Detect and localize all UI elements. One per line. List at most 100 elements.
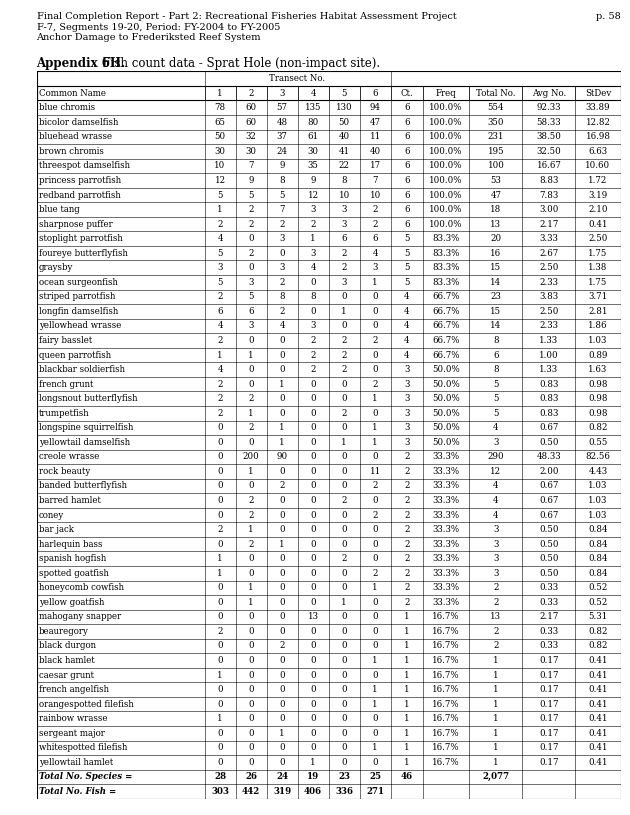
Text: 100.0%: 100.0% — [430, 219, 463, 229]
Text: 16.7%: 16.7% — [432, 641, 460, 650]
Text: honeycomb cowfish: honeycomb cowfish — [39, 584, 124, 593]
Text: 4: 4 — [404, 321, 410, 330]
Text: 40: 40 — [338, 132, 350, 141]
Text: 1: 1 — [217, 714, 223, 723]
Text: 6: 6 — [404, 219, 410, 229]
Text: 0: 0 — [341, 510, 347, 519]
Text: 1: 1 — [248, 350, 254, 359]
Text: 14: 14 — [490, 321, 501, 330]
Text: 2: 2 — [493, 598, 498, 607]
Text: 0.41: 0.41 — [588, 219, 608, 229]
Text: 1: 1 — [493, 714, 499, 723]
Text: 0: 0 — [341, 743, 347, 752]
Text: 2: 2 — [279, 482, 285, 491]
Text: queen parrotfish: queen parrotfish — [39, 350, 111, 359]
Text: 1: 1 — [404, 729, 410, 738]
Text: 0.33: 0.33 — [539, 598, 558, 607]
Text: 100.0%: 100.0% — [430, 191, 463, 200]
Text: 60: 60 — [246, 118, 256, 127]
Text: 11: 11 — [369, 467, 381, 476]
Text: 0.17: 0.17 — [539, 671, 559, 680]
Text: 16.7%: 16.7% — [432, 699, 460, 709]
Text: blue chromis: blue chromis — [39, 104, 95, 112]
Text: 2: 2 — [279, 307, 285, 316]
Text: french grunt: french grunt — [39, 380, 93, 389]
Text: 50.0%: 50.0% — [432, 394, 460, 403]
Text: 0.17: 0.17 — [539, 714, 559, 723]
Text: 24: 24 — [276, 773, 288, 782]
Text: 0: 0 — [310, 671, 316, 680]
Text: 6: 6 — [404, 191, 410, 200]
Text: 0: 0 — [248, 336, 254, 345]
Text: 10.60: 10.60 — [585, 161, 610, 170]
Text: 8: 8 — [493, 336, 499, 345]
Text: 0.50: 0.50 — [539, 554, 559, 563]
Text: 16.7%: 16.7% — [432, 656, 460, 665]
Text: 0.33: 0.33 — [539, 584, 558, 593]
Text: 1: 1 — [404, 758, 410, 767]
Text: 5: 5 — [404, 249, 410, 258]
Text: 82.56: 82.56 — [585, 452, 610, 461]
Text: 0.33: 0.33 — [539, 627, 558, 636]
Text: 4: 4 — [372, 249, 378, 258]
Text: 3: 3 — [404, 380, 410, 389]
Text: 0.50: 0.50 — [539, 569, 559, 578]
Text: 0: 0 — [310, 569, 316, 578]
Text: 25: 25 — [369, 773, 381, 782]
Text: 2: 2 — [248, 394, 254, 403]
Text: 94: 94 — [370, 104, 381, 112]
Text: 1: 1 — [493, 656, 499, 665]
Text: 0: 0 — [341, 685, 347, 694]
Text: 11: 11 — [369, 132, 381, 141]
Text: 2: 2 — [372, 205, 378, 214]
Text: 0: 0 — [372, 598, 378, 607]
Text: 2: 2 — [404, 452, 410, 461]
Text: 0: 0 — [310, 729, 316, 738]
Text: 5.31: 5.31 — [588, 612, 607, 621]
Text: 0: 0 — [372, 365, 378, 374]
Text: 0: 0 — [310, 438, 316, 447]
Text: 1: 1 — [217, 554, 223, 563]
Text: 16.67: 16.67 — [536, 161, 561, 170]
Text: 0: 0 — [279, 569, 285, 578]
Text: 66.7%: 66.7% — [432, 350, 460, 359]
Text: 3: 3 — [493, 554, 498, 563]
Text: 83.3%: 83.3% — [432, 234, 460, 243]
Text: 6: 6 — [404, 132, 410, 141]
Text: 10: 10 — [338, 191, 350, 200]
Text: 6: 6 — [217, 307, 223, 316]
Text: 100.0%: 100.0% — [430, 104, 463, 112]
Text: 1.03: 1.03 — [588, 336, 607, 345]
Text: 100.0%: 100.0% — [430, 132, 463, 141]
Text: 3: 3 — [493, 525, 498, 534]
Text: 1: 1 — [404, 627, 410, 636]
Text: 0: 0 — [341, 452, 347, 461]
Text: 3.83: 3.83 — [539, 293, 558, 302]
Text: 1: 1 — [279, 729, 285, 738]
Text: 5: 5 — [404, 278, 410, 287]
Text: 4: 4 — [311, 263, 316, 272]
Text: 33.89: 33.89 — [586, 104, 610, 112]
Text: 0: 0 — [310, 423, 316, 432]
Text: 78: 78 — [214, 104, 226, 112]
Text: bar jack: bar jack — [39, 525, 74, 534]
Text: 2: 2 — [372, 510, 378, 519]
Text: ocean surgeonfish: ocean surgeonfish — [39, 278, 118, 287]
Text: 2: 2 — [341, 263, 347, 272]
Text: 16.7%: 16.7% — [432, 743, 460, 752]
Text: caesar grunt: caesar grunt — [39, 671, 94, 680]
Text: 16.7%: 16.7% — [432, 685, 460, 694]
Text: 0: 0 — [341, 584, 347, 593]
Text: 92.33: 92.33 — [537, 104, 561, 112]
Text: 6.63: 6.63 — [588, 147, 607, 156]
Text: rainbow wrasse: rainbow wrasse — [39, 714, 107, 723]
Text: orangespotted filefish: orangespotted filefish — [39, 699, 134, 709]
Text: 1: 1 — [404, 671, 410, 680]
Text: 271: 271 — [366, 787, 384, 796]
Text: 5: 5 — [493, 409, 498, 418]
Text: 33.3%: 33.3% — [433, 540, 460, 548]
Text: sergeant major: sergeant major — [39, 729, 105, 738]
Text: 3: 3 — [372, 263, 378, 272]
Text: 40: 40 — [370, 147, 381, 156]
Text: 50.0%: 50.0% — [432, 380, 460, 389]
